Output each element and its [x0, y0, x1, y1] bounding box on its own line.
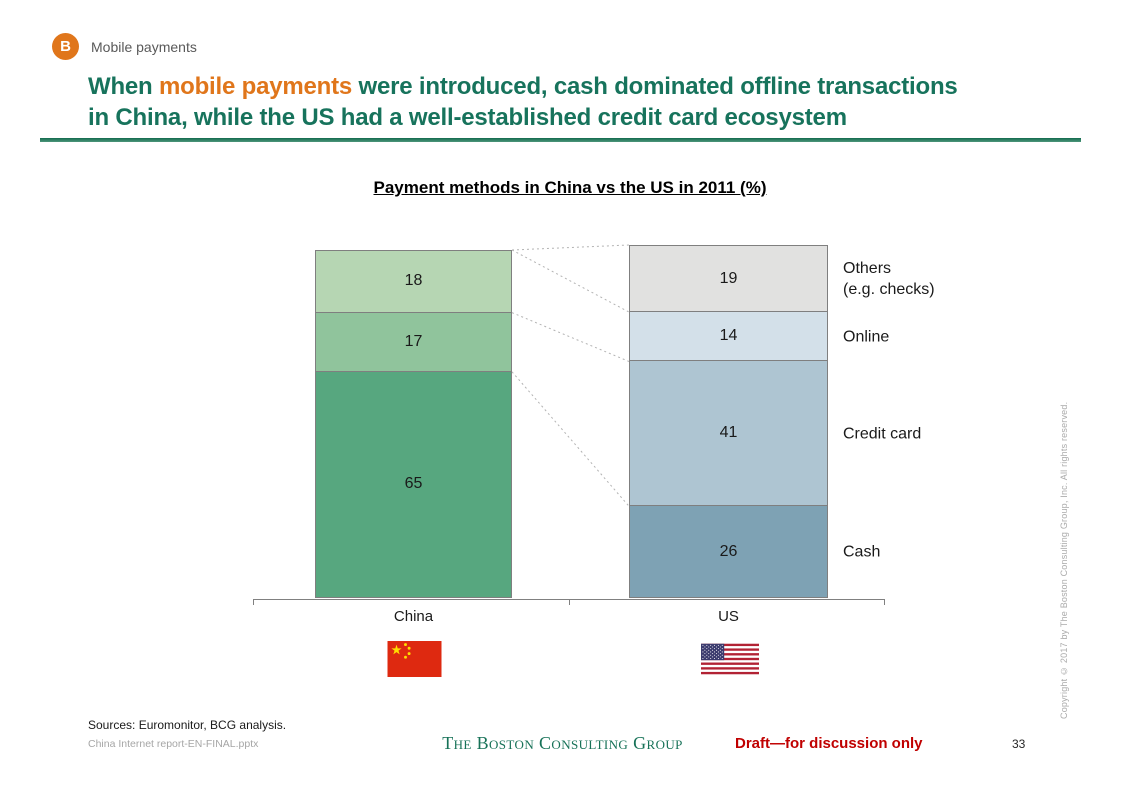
bar-segment-us-1: 14 — [629, 311, 828, 362]
segment-category-label-0: Others (e.g. checks) — [843, 259, 935, 298]
segment-category-label-3: Cash — [843, 543, 881, 561]
connector-line-3 — [511, 371, 630, 507]
slide-title-line1: When mobile payments were introduced, ca… — [88, 71, 1083, 102]
us-flag-icon — [701, 643, 759, 675]
x-axis-tick-right — [884, 599, 885, 605]
segment-category-label-1: Online — [843, 328, 890, 346]
draft-note: Draft—for discussion only — [735, 735, 923, 752]
bar-china: 18 17 65 — [315, 250, 512, 598]
segment-value-label: 41 — [719, 424, 738, 442]
chart-title: Payment methods in China vs the US in 20… — [373, 178, 767, 197]
page-number: 33 — [1012, 737, 1026, 751]
bar-segment-china-2: 65 — [315, 370, 512, 598]
connector-line-2 — [511, 312, 630, 362]
bar-segment-china-1: 17 — [315, 311, 512, 372]
bar-segment-us-2: 41 — [629, 360, 828, 507]
connector-line-0 — [511, 244, 630, 251]
file-name: China Internet report-EN-FINAL.pptx — [88, 738, 259, 750]
title-divider-rule — [40, 138, 1081, 142]
title-prefix: When — [88, 73, 159, 100]
segment-value-label: 19 — [719, 269, 738, 287]
bar-segment-us-0: 19 — [629, 245, 828, 313]
segment-category-label-2: Credit card — [843, 425, 922, 443]
x-axis-tick-left — [253, 599, 254, 605]
slide-title: When mobile payments were introduced, ca… — [88, 71, 1083, 133]
title-highlight: mobile payments — [159, 73, 353, 100]
bar-us: 19 14 41 26 — [629, 245, 828, 598]
sources-note: Sources: Euromonitor, BCG analysis. — [88, 718, 287, 732]
china-flag-icon — [387, 641, 442, 677]
section-badge: B — [52, 33, 79, 60]
bar-segment-china-0: 18 — [315, 250, 512, 313]
segment-value-label: 65 — [404, 475, 423, 493]
segment-value-label: 18 — [404, 272, 423, 290]
section-tracker-label: Mobile payments — [91, 39, 197, 55]
segment-value-label: 26 — [719, 542, 738, 560]
copyright-notice: Copyright © 2017 by The Boston Consultin… — [1059, 401, 1069, 719]
segment-value-label: 14 — [719, 327, 738, 345]
bcg-logo: The Boston Consulting Group — [442, 733, 683, 753]
category-label-us: US — [718, 608, 739, 625]
connector-line-1 — [511, 249, 630, 313]
segment-value-label: 17 — [404, 332, 423, 350]
category-label-china: China — [393, 608, 434, 625]
slide-title-line2: in China, while the US had a well-establ… — [88, 104, 847, 131]
x-axis-tick-middle — [569, 599, 570, 605]
title-rest: were introduced, cash dominated offline … — [352, 73, 958, 100]
bar-segment-us-3: 26 — [629, 505, 828, 598]
